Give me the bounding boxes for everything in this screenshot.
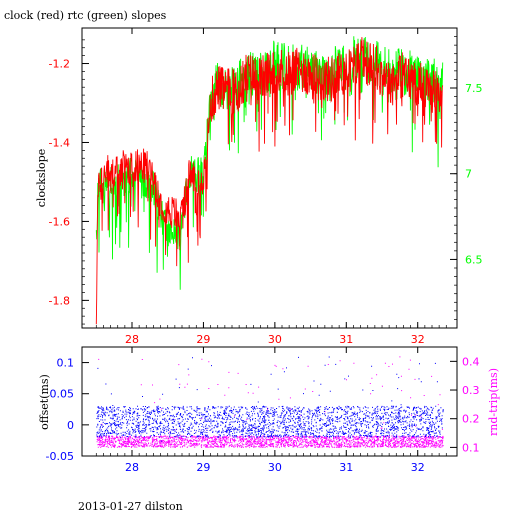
top-y2-tick-label: 7 (465, 168, 472, 181)
bottom-y-tick-label: -0.05 (46, 450, 74, 463)
bottom-plot-frame (81, 346, 458, 457)
top-y-tick-label: -1.8 (49, 294, 70, 307)
bottom-panel: 28 29 30 31 32 0.1 0.05 0 -0.05 0.4 0.3 0.2 0.1 offse… (38, 346, 500, 474)
bottom-y-axis-label: offset(ms) (38, 374, 51, 430)
scatter-clouds (96, 356, 444, 448)
bottom-x-tick-label: 31 (339, 461, 353, 474)
chart-title: clock (red) rtc (green) slopes (4, 9, 167, 22)
top-plot-frame (81, 27, 458, 329)
offset-series (96, 356, 444, 442)
top-x-tick-label: 31 (339, 333, 353, 346)
footer-label: 2013-01-27 dilston (78, 500, 183, 512)
top-x-tick-label: 32 (411, 333, 425, 346)
clock-slope-series (95, 37, 444, 325)
bottom-y2-axis-label: rnd-trip(ms) (487, 368, 500, 436)
bottom-x-tick-label: 30 (268, 461, 282, 474)
bottom-y2-tick-label: 0.1 (462, 441, 480, 454)
bottom-y2-tick-label: 0.3 (462, 384, 480, 397)
bottom-y2-tick-label: 0.4 (462, 355, 480, 368)
bottom-x-tick-label: 28 (125, 461, 139, 474)
bottom-y2-tick-label: 0.2 (462, 413, 480, 426)
top-panel: 28 29 30 31 32 -1.2 -1.4 -1.6 -1.8 7.5 7 6.5 clocksl… (35, 27, 483, 346)
top-x-tick-label: 28 (125, 333, 139, 346)
top-y-tick-label: -1.2 (49, 58, 70, 71)
top-x-tick-label: 29 (196, 333, 210, 346)
top-y-axis-label: clockslope (35, 149, 48, 207)
top-x-tick-label: 30 (268, 333, 282, 346)
top-y2-tick-label: 7.5 (465, 82, 483, 95)
bottom-y-tick-label: 0 (67, 419, 74, 432)
bottom-y-tick-label: 0.05 (50, 388, 75, 401)
bottom-x-tick-label: 32 (411, 461, 425, 474)
bottom-x-tick-label: 29 (196, 461, 210, 474)
top-y-tick-label: -1.6 (49, 215, 70, 228)
top-y-tick-label: -1.4 (49, 136, 70, 149)
bottom-y-tick-label: 0.1 (57, 357, 75, 370)
top-y2-tick-label: 6.5 (465, 253, 483, 266)
roundtrip-series (96, 356, 444, 448)
